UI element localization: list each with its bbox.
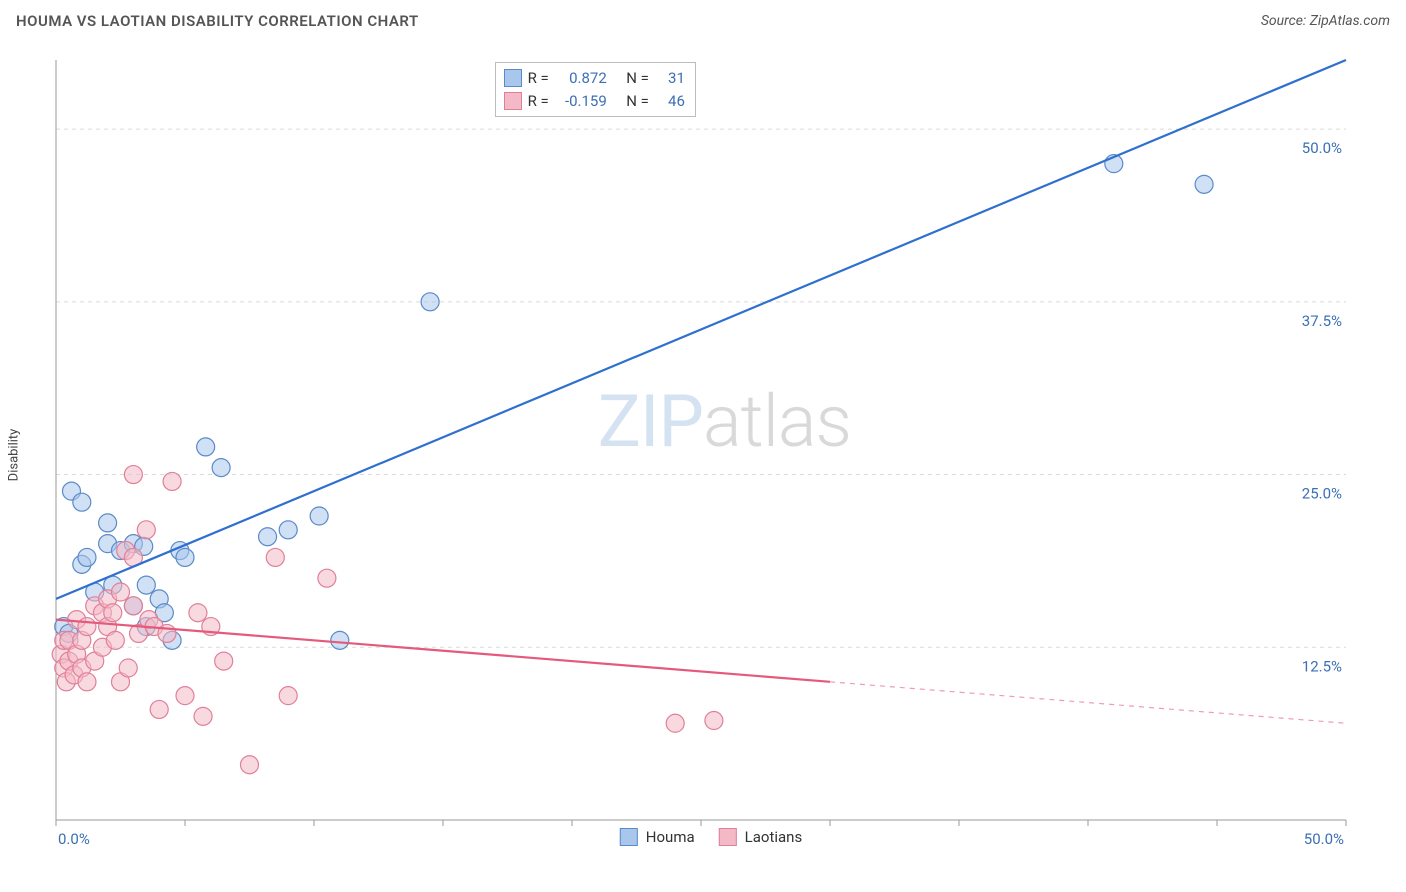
data-point (241, 756, 259, 774)
legend-label: Houma (646, 828, 695, 846)
series-swatch (504, 69, 522, 87)
n-value: 31 (655, 67, 685, 90)
data-point (197, 438, 215, 456)
data-point (176, 548, 194, 566)
y-tick-label: 25.0% (1302, 485, 1342, 503)
legend-label: Laotians (745, 828, 803, 846)
data-point (163, 472, 181, 490)
data-point (1195, 175, 1213, 193)
r-label: R = (528, 90, 549, 113)
regression-line-extrapolated (830, 682, 1346, 723)
data-point (137, 576, 155, 594)
data-point (73, 493, 91, 511)
n-value: 46 (655, 90, 685, 113)
chart-source: Source: ZipAtlas.com (1261, 13, 1390, 29)
scatter-plot-svg: 12.5% 25.0% 37.5% 50.0% 0.0% 50.0% (36, 50, 1386, 860)
y-tick-label: 50.0% (1302, 139, 1342, 157)
legend-swatch (620, 828, 638, 846)
r-value: -0.159 (555, 90, 607, 113)
correlation-stats-box: R = 0.872 N = 31 R = -0.159 N = 46 (495, 62, 696, 117)
data-point (119, 659, 137, 677)
y-tick-label: 37.5% (1302, 312, 1342, 330)
y-axis-label: Disability (7, 429, 22, 482)
data-point (189, 604, 207, 622)
data-point (331, 631, 349, 649)
data-point (176, 687, 194, 705)
data-point (104, 604, 122, 622)
r-value: 0.872 (555, 67, 607, 90)
data-point (124, 466, 142, 484)
data-point (266, 548, 284, 566)
data-point (78, 673, 96, 691)
data-point (318, 569, 336, 587)
data-point (666, 714, 684, 732)
chart-title: HOUMA VS LAOTIAN DISABILITY CORRELATION … (16, 12, 419, 30)
data-point (259, 528, 277, 546)
data-point (194, 707, 212, 725)
data-point (279, 521, 297, 539)
x-tick-label: 0.0% (58, 830, 90, 848)
n-label: N = (626, 67, 649, 90)
data-point (212, 459, 230, 477)
data-point (99, 514, 117, 532)
legend-item: Laotians (719, 828, 803, 846)
data-point (421, 293, 439, 311)
x-tick-label: 50.0% (1304, 830, 1344, 848)
legend-item: Houma (620, 828, 695, 846)
y-tick-label: 12.5% (1302, 657, 1342, 675)
legend-swatch (719, 828, 737, 846)
data-point (279, 687, 297, 705)
data-point (78, 618, 96, 636)
chart-area: Disability 12.5%25.0%37.5%50.0%0.0%50.0%… (36, 50, 1386, 860)
series-swatch (504, 92, 522, 110)
n-label: N = (626, 90, 649, 113)
stats-row: R = -0.159 N = 46 (504, 90, 685, 113)
data-point (106, 631, 124, 649)
data-point (124, 597, 142, 615)
legend: Houma Laotians (620, 828, 802, 846)
data-point (310, 507, 328, 525)
r-label: R = (528, 67, 549, 90)
data-point (78, 548, 96, 566)
data-point (215, 652, 233, 670)
stats-row: R = 0.872 N = 31 (504, 67, 685, 90)
data-point (705, 712, 723, 730)
data-point (137, 521, 155, 539)
regression-line (56, 620, 830, 682)
regression-line (56, 60, 1346, 599)
data-point (112, 583, 130, 601)
chart-header: HOUMA VS LAOTIAN DISABILITY CORRELATION … (0, 0, 1406, 38)
data-point (150, 700, 168, 718)
